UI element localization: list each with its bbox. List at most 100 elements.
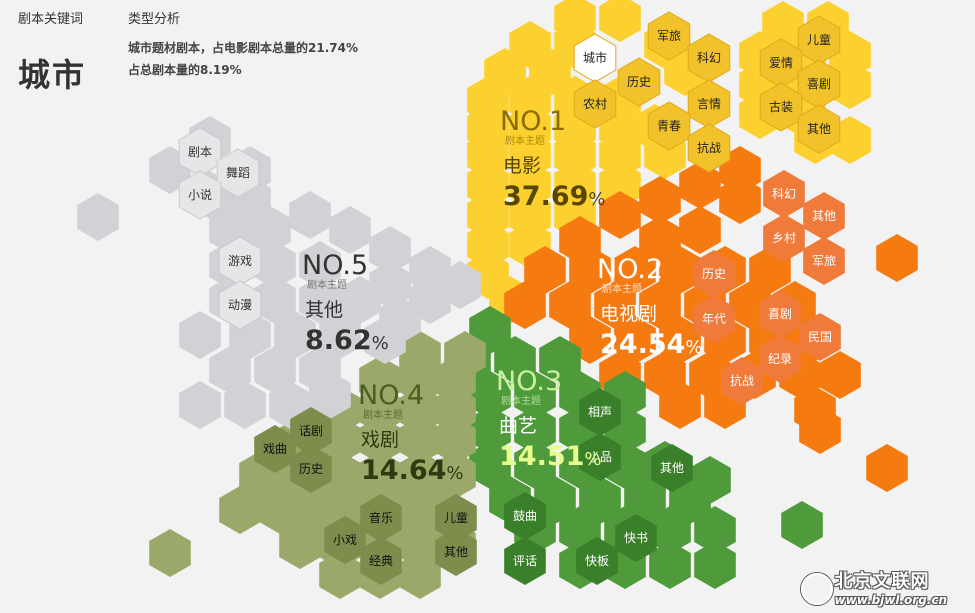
series-name: 电影 — [503, 155, 541, 177]
tag-hex — [435, 494, 477, 542]
tag-hex — [693, 250, 735, 298]
watermark: 北京文联网 www.bjwl.org.cn — [800, 567, 947, 607]
tv-region-hex — [504, 281, 546, 329]
series-subtitle: 剧本主题 — [505, 134, 545, 147]
tag-hex — [254, 425, 296, 473]
other-region-hex — [249, 206, 291, 254]
tag-label: 乡村 — [772, 231, 796, 245]
quyi-region-hex — [469, 406, 511, 454]
series-name: 其他 — [305, 299, 343, 321]
other-region-hex — [364, 316, 406, 364]
quyi-region-hex — [514, 371, 556, 419]
drama-region-hex — [359, 451, 401, 499]
drama-region-hex — [399, 451, 441, 499]
other-region-hex — [289, 191, 331, 239]
drama-region-hex — [259, 486, 301, 534]
film-region-hex — [762, 1, 804, 49]
tag-label: 历史 — [627, 75, 651, 89]
tag-hex — [579, 433, 621, 481]
tv-region-hex — [549, 281, 591, 329]
tag-label: 经典 — [369, 554, 393, 568]
film-region-hex — [599, 131, 641, 179]
quyi-region-hex — [694, 506, 736, 554]
tag-label: 剧本 — [188, 145, 212, 159]
tag-label: 历史 — [702, 267, 726, 281]
tag-label: 历史 — [299, 462, 323, 476]
tag-hex — [803, 237, 845, 285]
tag-hex — [573, 79, 617, 129]
tv-region-hex — [614, 316, 656, 364]
tag-hex — [617, 57, 661, 107]
tag-label: 青春 — [657, 119, 681, 133]
tv-region-hex — [819, 351, 861, 399]
tv-region-hex — [639, 176, 681, 224]
tag-label: 民国 — [808, 330, 832, 344]
tag-label: 年代 — [702, 312, 726, 326]
tag-label: 抗战 — [697, 140, 721, 155]
quyi-region-hex — [494, 336, 536, 384]
series-rank: NO.4 — [358, 380, 424, 411]
tag-hex — [218, 236, 262, 286]
tag-hex — [360, 537, 402, 585]
quyi-region-hex — [689, 456, 731, 504]
quyi-region-hex — [781, 501, 823, 549]
other-region-hex — [369, 226, 411, 274]
drama-region-hex — [299, 486, 341, 534]
tag-label: 相声 — [588, 405, 612, 419]
drama-region-hex — [219, 486, 261, 534]
tag-label: 小说 — [188, 187, 212, 202]
film-region-hex — [509, 131, 551, 179]
tag-label: 儿童 — [444, 510, 468, 525]
quyi-region-hex — [469, 441, 511, 489]
tag-label: 小品 — [588, 450, 612, 464]
tag-hex — [759, 290, 801, 338]
series-name: 戏剧 — [361, 429, 399, 451]
tab-type-analysis[interactable]: 类型分析 — [128, 12, 181, 27]
other-region-hex — [77, 193, 119, 241]
tag-label: 古装 — [769, 99, 793, 114]
series-name: 电视剧 — [600, 303, 657, 325]
tag-label: 抗战 — [730, 373, 754, 388]
other-region-hex — [329, 206, 371, 254]
tag-hex — [218, 280, 262, 330]
series-rank: NO.1 — [500, 106, 566, 137]
film-region-hex — [554, 131, 596, 179]
tv-region-hex — [614, 246, 656, 294]
tag-label: 军旅 — [657, 29, 681, 43]
tag-hex — [693, 295, 735, 343]
tag-hex — [324, 516, 366, 564]
tag-label: 儿童 — [807, 32, 831, 47]
other-region-hex — [224, 381, 266, 429]
tag-hex — [687, 123, 731, 173]
tag-label: 科幻 — [772, 187, 796, 201]
tag-label: 音乐 — [369, 510, 393, 525]
keyword-title: 城市 — [18, 56, 87, 94]
tag-label: 喜剧 — [768, 307, 792, 321]
tag-hex — [721, 357, 763, 405]
series-value-unit: % — [372, 333, 389, 354]
quyi-region-hex — [694, 541, 736, 589]
tag-label: 小戏 — [333, 533, 357, 547]
quyi-region-hex — [649, 506, 691, 554]
series-rank: NO.5 — [302, 250, 368, 281]
watermark-logo — [800, 573, 833, 605]
tag-label: 其他 — [444, 545, 468, 559]
quyi-region-hex — [649, 541, 691, 589]
tv-region-hex — [679, 206, 721, 254]
tag-hex — [615, 514, 657, 562]
tv-region-hex — [659, 246, 701, 294]
tag-label: 爱情 — [769, 56, 793, 70]
quyi-region-hex — [539, 336, 581, 384]
tag-label: 其他 — [812, 209, 836, 223]
tag-hex — [759, 335, 801, 383]
tag-label: 喜剧 — [807, 77, 831, 91]
other-region-hex — [299, 276, 341, 324]
tag-hex — [573, 33, 617, 83]
tab-keywords[interactable]: 剧本关键词 — [18, 12, 84, 27]
keyword-description-line1: 城市题材剧本，占电影剧本总量的21.74% — [128, 41, 358, 55]
tv-region-hex — [569, 246, 611, 294]
drama-region-hex — [149, 529, 191, 577]
series-value-unit: % — [584, 449, 601, 470]
tag-hex — [576, 537, 618, 585]
watermark-name: 北京文联网 — [834, 571, 930, 592]
